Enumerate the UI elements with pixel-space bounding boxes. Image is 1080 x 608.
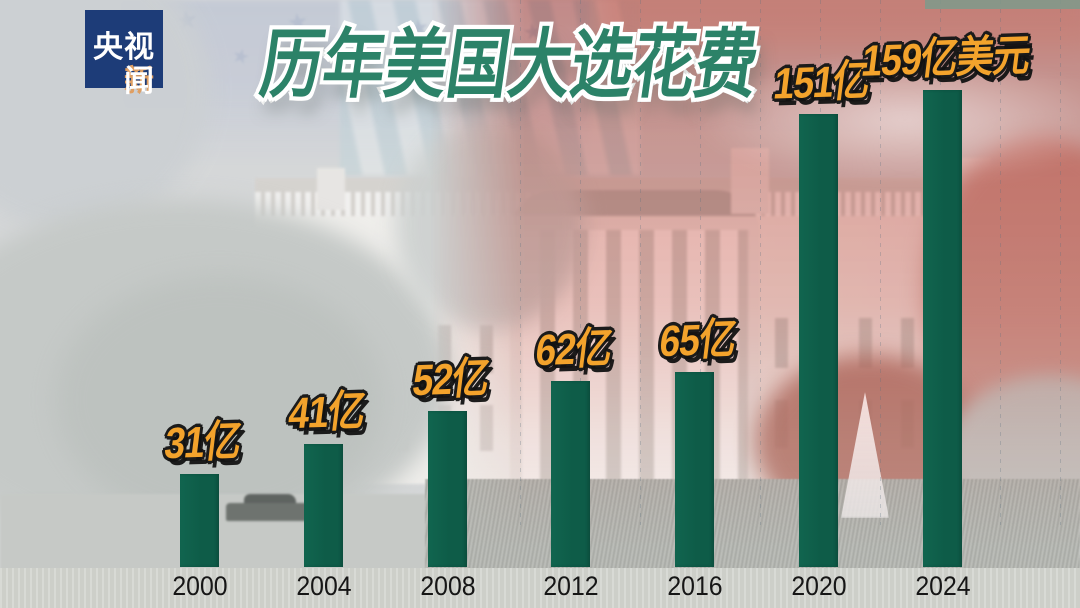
logo-line2-rest: 闻: [124, 64, 155, 98]
bar: [304, 444, 343, 567]
cctv-news-logo: 央视 新闻: [85, 10, 163, 97]
bar-value-label: 41亿: [283, 385, 369, 440]
bar: [428, 411, 467, 567]
logo-line2-accent: 新: [124, 64, 155, 98]
x-axis-label: 2024: [914, 571, 971, 601]
light-swoosh: [690, 55, 1080, 185]
x-axis-label: 2000: [171, 571, 228, 601]
bar: [675, 372, 714, 567]
x-axis-label: 2020: [790, 571, 847, 601]
car-silhouette: [226, 503, 322, 521]
bar-value-label: 159亿美元: [856, 29, 1034, 88]
bar: [551, 381, 590, 567]
top-edge-strip: [925, 0, 1080, 9]
logo-line1: 央视: [93, 31, 155, 65]
x-axis-label: 2004: [295, 571, 352, 601]
chimney: [317, 168, 345, 210]
bar: [799, 114, 838, 567]
x-axis-label: 2008: [419, 571, 476, 601]
x-axis-label: 2016: [666, 571, 723, 601]
x-axis-label: 2012: [542, 571, 599, 601]
bar-value-label: 52亿: [407, 352, 493, 407]
chart-title: 历年美国大选花费: [252, 20, 768, 112]
bar: [180, 474, 219, 567]
bar-value-label: 65亿: [654, 313, 740, 368]
bar-value-label: 31亿: [159, 415, 245, 470]
bar-value-label: 62亿: [530, 322, 616, 377]
bar: [923, 90, 962, 567]
